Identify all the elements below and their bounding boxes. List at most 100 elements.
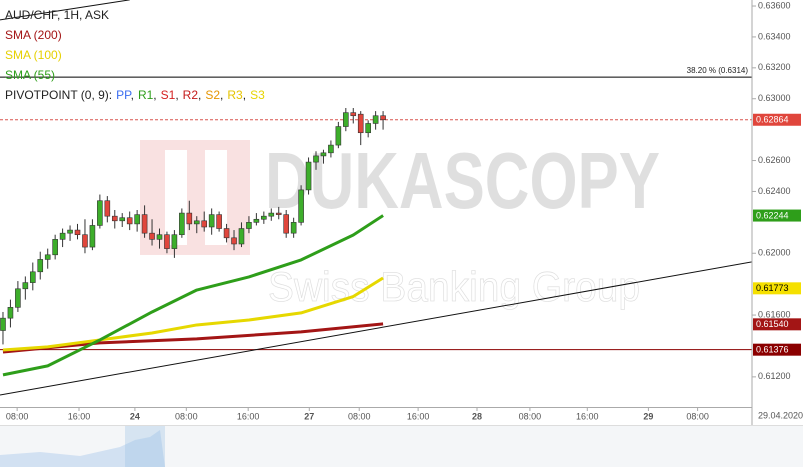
price-marker-label: 0.62864 bbox=[756, 115, 789, 125]
candle-body bbox=[74, 229, 81, 236]
trendline bbox=[0, 0, 130, 21]
candle-body bbox=[335, 126, 342, 146]
y-tick-label: 0.63000 bbox=[758, 93, 791, 103]
candle-body bbox=[149, 232, 155, 240]
x-tick-label: 29 bbox=[643, 411, 653, 421]
y-tick-label: 0.63200 bbox=[758, 62, 791, 72]
watermark-brand: DUKASCOPY bbox=[265, 136, 660, 225]
price-marker bbox=[753, 209, 801, 222]
pivot-separator: , bbox=[198, 88, 201, 102]
candle-body bbox=[37, 259, 44, 273]
watermark-logo-cut bbox=[205, 150, 227, 245]
candle-body bbox=[320, 152, 327, 157]
pivot-separator: , bbox=[131, 88, 134, 102]
pivot-title: PIVOTPOINT (0, 9): bbox=[5, 88, 112, 102]
sma-line bbox=[2, 322, 384, 354]
y-tick-label: 0.61600 bbox=[758, 309, 791, 319]
price-marker bbox=[753, 318, 801, 331]
pivot-legend: PIVOTPOINT (0, 9): PP, R1, S1, R2, S2, R3, S3 bbox=[5, 88, 265, 102]
candle-body bbox=[22, 282, 29, 290]
pivot-item: S1 bbox=[161, 88, 176, 102]
candle-body bbox=[350, 112, 357, 117]
chart-title: AUD/CHF, 1H, ASK bbox=[5, 8, 109, 22]
price-marker bbox=[753, 343, 801, 356]
candle-body bbox=[126, 217, 133, 225]
candle-body bbox=[44, 254, 51, 260]
candle-body bbox=[171, 234, 178, 249]
indicator-label: SMA (55) bbox=[5, 68, 55, 82]
candle-body bbox=[29, 271, 36, 283]
candle-body bbox=[275, 212, 282, 215]
candle-body bbox=[89, 225, 96, 248]
price-marker-label: 0.61376 bbox=[756, 345, 789, 355]
candle-body bbox=[179, 212, 185, 236]
candle-body bbox=[201, 220, 208, 228]
sma-line bbox=[2, 214, 384, 377]
candle-body bbox=[253, 218, 260, 223]
candle-body bbox=[0, 317, 6, 331]
plot-area bbox=[0, 0, 752, 396]
y-tick-label: 0.62600 bbox=[758, 155, 791, 165]
pivot-separator: , bbox=[243, 88, 246, 102]
candle-body bbox=[238, 228, 245, 245]
indicator-label: SMA (200) bbox=[5, 28, 62, 42]
x-tick-label: 16:00 bbox=[576, 411, 599, 421]
candle-body bbox=[305, 161, 312, 191]
candle-body bbox=[343, 112, 349, 127]
price-marker-label: 0.61540 bbox=[756, 319, 789, 329]
y-tick-label: 0.63400 bbox=[758, 31, 791, 41]
pivot-item: S2 bbox=[205, 88, 220, 102]
candle-body bbox=[216, 214, 222, 229]
candle-body bbox=[97, 200, 103, 226]
pivot-separator: , bbox=[175, 88, 178, 102]
trendline bbox=[0, 261, 752, 396]
x-tick-label: 24 bbox=[130, 411, 140, 421]
candle-body bbox=[357, 113, 364, 134]
level-label: 38.20 % (0.6314) bbox=[687, 66, 749, 75]
candle-body bbox=[268, 212, 275, 217]
y-tick-label: 0.62000 bbox=[758, 248, 791, 258]
x-tick-label: 08:00 bbox=[6, 411, 29, 421]
y-tick-label: 0.61200 bbox=[758, 371, 791, 381]
candle-body bbox=[7, 307, 14, 319]
x-tick-label: 08:00 bbox=[686, 411, 709, 421]
candle-body bbox=[231, 237, 237, 245]
x-tick-label: 16:00 bbox=[68, 411, 91, 421]
y-tick-label: 0.63600 bbox=[758, 0, 791, 10]
pivot-item: PP bbox=[116, 88, 132, 102]
candle-body bbox=[365, 123, 371, 134]
x-tick-label: 16:00 bbox=[407, 411, 430, 421]
x-tick-label: 08:00 bbox=[175, 411, 198, 421]
x-tick-label: 16:00 bbox=[237, 411, 260, 421]
indicator-label: SMA (100) bbox=[5, 48, 62, 62]
candle-body bbox=[52, 239, 58, 256]
candle-body bbox=[193, 220, 200, 225]
price-marker bbox=[753, 113, 801, 126]
pivot-item: S3 bbox=[250, 88, 265, 102]
candle-body bbox=[290, 222, 297, 234]
candle-body bbox=[246, 222, 252, 229]
price-marker-label: 0.62244 bbox=[756, 210, 789, 220]
candle-body bbox=[328, 144, 334, 154]
x-tick-label: 08:00 bbox=[348, 411, 371, 421]
candle-body bbox=[111, 215, 118, 222]
candle-body bbox=[298, 189, 304, 223]
navigator bbox=[0, 425, 803, 467]
candle-body bbox=[67, 229, 73, 234]
candle-body bbox=[223, 228, 230, 239]
candle-body bbox=[283, 214, 289, 234]
x-tick-label: 27 bbox=[304, 411, 314, 421]
pivot-separator: , bbox=[220, 88, 223, 102]
watermark-tagline: Swiss Banking Group bbox=[268, 263, 640, 310]
candle-body bbox=[82, 234, 88, 248]
pivot-item: R3 bbox=[227, 88, 243, 102]
candle-body bbox=[141, 214, 148, 234]
candle-body bbox=[208, 214, 215, 228]
candle-body bbox=[164, 234, 170, 249]
candle-body bbox=[104, 200, 111, 217]
price-marker-label: 0.61773 bbox=[756, 283, 789, 293]
candle-body bbox=[186, 212, 193, 225]
y-tick-label: 0.62400 bbox=[758, 186, 791, 196]
